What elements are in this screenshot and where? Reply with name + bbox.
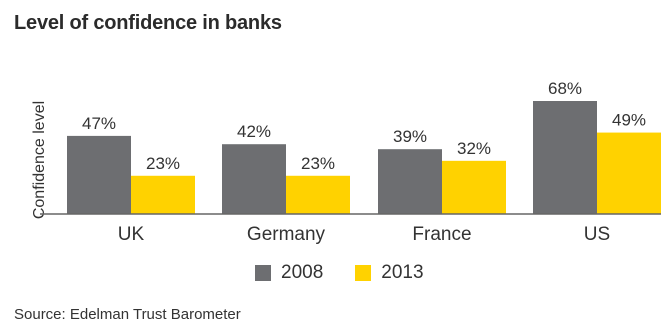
legend-swatch-2013 <box>355 265 372 281</box>
bar-us-2008 <box>533 101 597 214</box>
category-label-germany: Germany <box>247 224 326 245</box>
data-label-uk-2008: 47% <box>82 114 116 133</box>
category-label-uk: UK <box>118 224 145 245</box>
bar-germany-2013 <box>286 175 350 214</box>
data-label-france-2008: 39% <box>393 127 427 146</box>
data-label-france-2013: 32% <box>457 139 491 158</box>
data-label-germany-2013: 23% <box>301 154 335 173</box>
category-label-france: France <box>412 224 471 245</box>
data-label-us-2013: 49% <box>612 111 646 130</box>
category-label-us: US <box>584 224 610 245</box>
legend-label-2008: 2008 <box>281 262 324 283</box>
legend-item-2013: 2013 <box>355 262 424 284</box>
bar-us-2013 <box>597 132 661 214</box>
bar-germany-2008 <box>222 144 286 214</box>
bar-france-2008 <box>378 149 442 214</box>
legend: 2008 2013 <box>255 262 446 284</box>
data-label-germany-2008: 42% <box>237 122 271 141</box>
source-note: Source: Edelman Trust Barometer <box>14 306 241 323</box>
bar-uk-2008 <box>67 135 131 214</box>
bar-uk-2013 <box>131 175 195 214</box>
data-label-uk-2013: 23% <box>146 154 180 173</box>
y-axis-label: Confidence level <box>31 101 48 219</box>
bars-group: 47% 23% UK 42% 23% Germany 39% 32% France 68% 49% U… <box>67 79 661 245</box>
legend-item-2008: 2008 <box>255 262 323 284</box>
bar-france-2013 <box>442 160 506 214</box>
legend-swatch-2008 <box>255 265 271 281</box>
chart-title: Level of confidence in banks <box>14 12 282 34</box>
data-label-us-2008: 68% <box>548 79 582 98</box>
legend-label-2013: 2013 <box>381 262 424 283</box>
